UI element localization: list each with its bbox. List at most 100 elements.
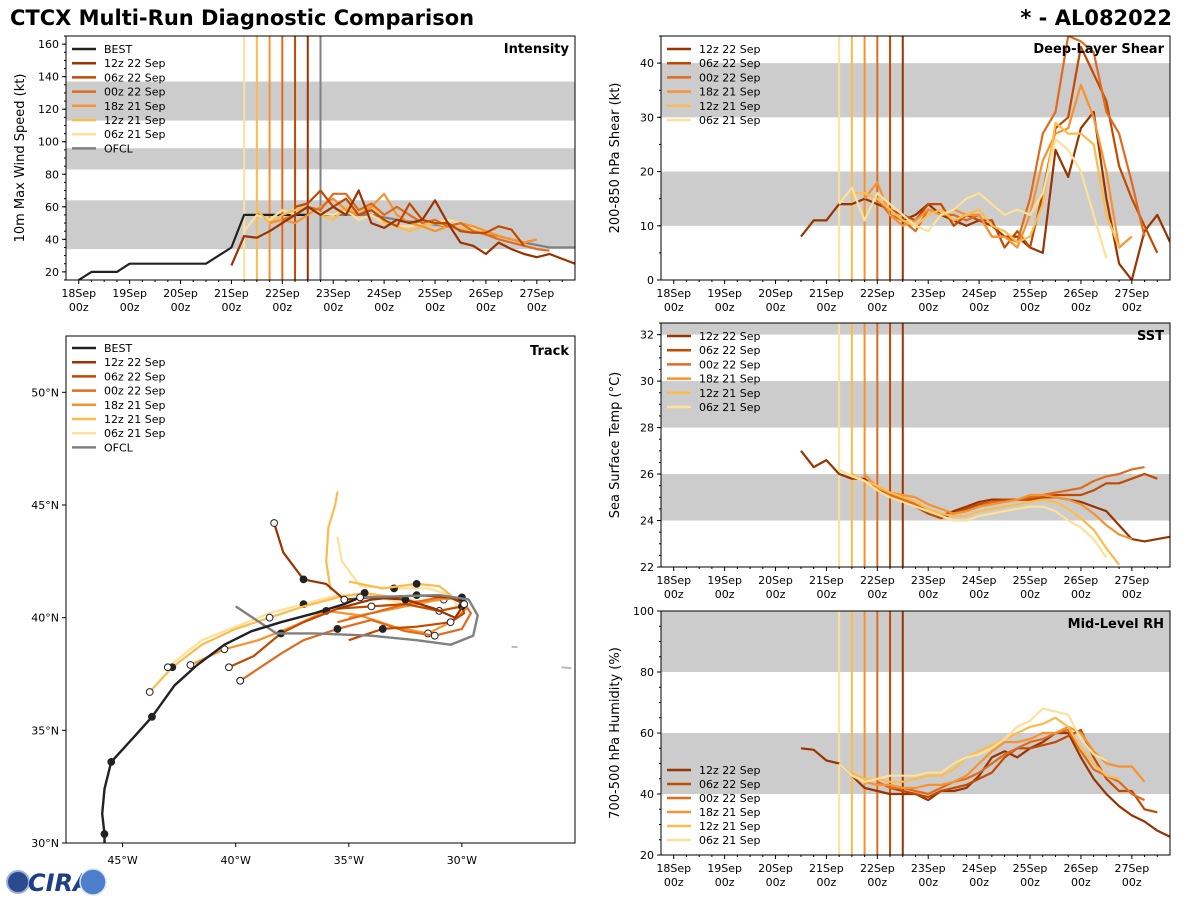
series-06z-21-sep xyxy=(838,707,1107,783)
panel-title: SST xyxy=(1137,329,1164,344)
xtick-label: 27Sep xyxy=(1114,287,1149,300)
legend-label-06z-21-sep: 06z 21 Sep xyxy=(699,834,761,847)
xtick-label: 22Sep xyxy=(860,574,895,587)
xtick-label: 19Sep xyxy=(707,574,742,587)
track-point xyxy=(446,618,455,627)
track-point xyxy=(460,600,469,609)
xtick-label: 00z xyxy=(1122,301,1142,314)
xtick-label: 18Sep xyxy=(656,574,691,587)
legend-label-12z-22-sep: 12z 22 Sep xyxy=(104,356,166,369)
ytick-label: 60 xyxy=(640,727,654,740)
legend-label-12z-21-sep: 12z 21 Sep xyxy=(699,820,761,833)
xtick-label: 26Sep xyxy=(1064,862,1099,875)
track-best xyxy=(100,596,361,843)
xtick-label: 00z xyxy=(1071,588,1091,601)
series-06z-22-sep xyxy=(889,472,1158,520)
lat-tick-label: 45°N xyxy=(31,499,59,512)
xtick-label: 19Sep xyxy=(112,287,147,300)
xtick-label: 26Sep xyxy=(469,287,504,300)
xtick-label: 00z xyxy=(918,876,938,889)
ytick-label: 0 xyxy=(647,274,654,287)
xtick-label: 00z xyxy=(1020,876,1040,889)
page-title: CTCX Multi-Run Diagnostic Comparison xyxy=(10,6,475,30)
series-12z-21-sep xyxy=(256,202,499,236)
track-endpoint xyxy=(356,593,364,602)
legend-label-00z-22-sep: 00z 22 Sep xyxy=(699,71,761,84)
legend-label-12z-22-sep: 12z 22 Sep xyxy=(699,764,761,777)
ytick-label: 10 xyxy=(640,220,654,233)
track-00z-22-sep xyxy=(239,596,472,682)
track-point xyxy=(430,631,439,640)
xtick-label: 00z xyxy=(1122,588,1142,601)
track-point xyxy=(100,830,109,838)
xtick-label: 23Sep xyxy=(911,574,946,587)
series-00z-22-sep xyxy=(281,192,550,252)
xtick-label: 00z xyxy=(664,588,684,601)
xtick-label: 21Sep xyxy=(809,287,844,300)
axis-ylabel: 200-850 hPa Shear (kt) xyxy=(608,83,623,234)
track-12z-21-sep xyxy=(148,580,452,693)
legend-label-12z-21-sep: 12z 21 Sep xyxy=(104,413,166,426)
xtick-label: 00z xyxy=(425,301,445,314)
track-endpoint xyxy=(270,519,279,527)
legend-label-06z-22-sep: 06z 22 Sep xyxy=(699,778,761,791)
cloud-icon xyxy=(79,868,107,896)
ytick-label: 140 xyxy=(38,71,59,84)
series-06z-22-sep xyxy=(889,728,1158,814)
xtick-label: 26Sep xyxy=(1064,287,1099,300)
xtick-label: 24Sep xyxy=(962,287,997,300)
xtick-label: 20Sep xyxy=(758,862,793,875)
xtick-label: 19Sep xyxy=(707,287,742,300)
track-06z-22-sep xyxy=(228,602,466,669)
panel-intensity: 2040608010012014016018Sep00z19Sep00z20Se… xyxy=(13,35,576,314)
xtick-label: 24Sep xyxy=(962,862,997,875)
series-best xyxy=(78,213,308,280)
plot-area xyxy=(66,36,575,280)
track-18z-21-sep xyxy=(189,596,468,666)
xtick-label: 00z xyxy=(527,301,547,314)
xtick-label: 00z xyxy=(715,301,735,314)
lat-tick-label: 35°N xyxy=(31,724,59,737)
xtick-label: 00z xyxy=(69,301,89,314)
panel-sst: 22242628303218Sep00z19Sep00z20Sep00z21Se… xyxy=(608,322,1171,601)
xtick-label: 00z xyxy=(817,301,837,314)
ytick-label: 24 xyxy=(640,515,654,528)
legend-label-00z-22-sep: 00z 22 Sep xyxy=(104,86,166,99)
xtick-label: 25Sep xyxy=(418,287,453,300)
xtick-label: 00z xyxy=(918,301,938,314)
ytick-label: 40 xyxy=(45,233,59,246)
xtick-label: 00z xyxy=(664,876,684,889)
series-18z-21-sep xyxy=(863,473,1133,541)
ytick-label: 30 xyxy=(640,111,654,124)
xtick-label: 26Sep xyxy=(1064,574,1099,587)
plot-area xyxy=(661,611,1170,855)
legend-label-18z-21-sep: 18z 21 Sep xyxy=(699,373,761,386)
legend-label-12z-21-sep: 12z 21 Sep xyxy=(699,100,761,113)
xtick-label: 00z xyxy=(222,301,242,314)
axis-ylabel: Sea Surface Temp (°C) xyxy=(608,372,623,519)
xtick-label: 00z xyxy=(715,588,735,601)
xtick-label: 00z xyxy=(766,876,786,889)
xtick-label: 00z xyxy=(171,301,191,314)
xtick-label: 18Sep xyxy=(656,862,691,875)
legend-label-06z-22-sep: 06z 22 Sep xyxy=(104,71,166,84)
xtick-label: 00z xyxy=(664,301,684,314)
xtick-label: 25Sep xyxy=(1013,287,1048,300)
legend-label-best: BEST xyxy=(104,342,132,355)
track-extra-north xyxy=(325,491,339,591)
lon-tick-label: 40°W xyxy=(220,854,250,867)
legend-label-18z-21-sep: 18z 21 Sep xyxy=(699,86,761,99)
legend-label-06z-21-sep: 06z 21 Sep xyxy=(104,128,166,141)
series-12z-21-sep xyxy=(851,716,1120,783)
xtick-label: 21Sep xyxy=(214,287,249,300)
xtick-label: 00z xyxy=(867,301,887,314)
ytick-label: 22 xyxy=(640,561,654,574)
xtick-label: 23Sep xyxy=(911,287,946,300)
xtick-label: 24Sep xyxy=(962,574,997,587)
cira-logo: CIRA xyxy=(4,866,108,898)
map-frame xyxy=(65,335,576,844)
